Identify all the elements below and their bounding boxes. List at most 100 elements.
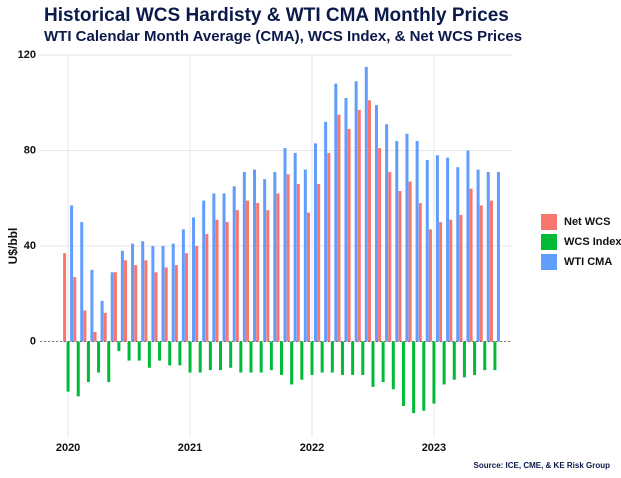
bar (330, 341, 334, 373)
x-tick-label: 2020 (56, 442, 80, 454)
x-tick-label: 2021 (178, 442, 202, 454)
bar (181, 229, 185, 342)
bar (113, 272, 117, 342)
bar (168, 341, 172, 366)
bar (405, 133, 409, 342)
bar (469, 188, 473, 342)
bar (313, 143, 317, 342)
bar (134, 265, 138, 342)
bar (446, 157, 450, 342)
bar (385, 124, 389, 342)
bar (229, 341, 233, 368)
bar (483, 341, 487, 371)
y-axis-label: U$/bbl (6, 228, 20, 265)
y-tick-label: 40 (24, 240, 36, 252)
legend-label: WCS Index (564, 236, 621, 248)
x-tick-label: 2022 (300, 442, 324, 454)
bar (70, 205, 74, 342)
bar (205, 234, 209, 342)
bar (412, 341, 416, 414)
bar (283, 148, 287, 342)
bar (232, 186, 236, 342)
bar (428, 229, 432, 342)
bar (361, 341, 365, 375)
bar (364, 66, 368, 342)
bar (202, 200, 206, 342)
bar (442, 341, 446, 385)
bar (371, 341, 375, 387)
bar (208, 341, 212, 371)
bar (97, 341, 101, 373)
chart-title: Historical WCS Hardisty & WTI CMA Monthl… (44, 5, 509, 26)
bar (466, 150, 470, 342)
bar (296, 183, 300, 342)
bar (374, 105, 378, 342)
bar (432, 341, 436, 404)
bar (303, 169, 307, 342)
source-note: Source: ICE, CME, & KE Risk Group (474, 461, 611, 470)
bar (212, 193, 216, 342)
bar (286, 174, 290, 342)
bar (276, 193, 280, 342)
bar (174, 265, 178, 342)
bar (256, 203, 260, 342)
bar (117, 341, 121, 352)
legend-label: WTI CMA (564, 256, 612, 268)
bar (266, 210, 270, 342)
bar (154, 272, 158, 342)
bar (422, 341, 426, 411)
bar (66, 341, 70, 392)
bar (269, 341, 273, 371)
y-tick-label: 120 (18, 49, 36, 61)
bar (327, 152, 331, 342)
bar (324, 121, 328, 342)
bar (306, 212, 310, 342)
bar (391, 341, 395, 390)
bar (334, 83, 338, 342)
bar (486, 171, 490, 342)
bar (147, 341, 151, 368)
bar (263, 179, 267, 342)
bar (354, 81, 358, 342)
bar (100, 300, 104, 342)
bar (408, 181, 412, 342)
bar (357, 109, 361, 342)
bar (310, 341, 314, 375)
bar (63, 253, 67, 342)
bar (418, 203, 422, 342)
bar (388, 171, 392, 342)
bar (110, 272, 114, 342)
legend-label: Net WCS (564, 216, 610, 228)
bar (462, 341, 466, 378)
y-tick-label: 0 (30, 335, 36, 347)
bar (293, 152, 297, 342)
bar (378, 148, 382, 342)
bar (76, 341, 80, 397)
bar (493, 341, 497, 371)
bar (435, 155, 439, 342)
bar (476, 169, 480, 342)
bar (398, 191, 402, 342)
bar (452, 341, 456, 380)
bar (425, 160, 429, 342)
bar (178, 341, 182, 366)
bar (124, 260, 128, 342)
bar (195, 246, 199, 342)
y-tick-label: 80 (24, 144, 36, 156)
bar (151, 246, 155, 342)
bar (249, 341, 253, 373)
bar (473, 341, 477, 375)
bar (496, 171, 500, 342)
bar (381, 341, 385, 383)
bar (225, 222, 229, 342)
bar (137, 341, 141, 361)
bar (337, 114, 341, 342)
bar (80, 222, 84, 342)
bar (246, 200, 250, 342)
bar (120, 250, 124, 342)
bar (192, 217, 196, 342)
bar (73, 277, 77, 342)
bar (347, 129, 351, 342)
bar (489, 200, 493, 342)
